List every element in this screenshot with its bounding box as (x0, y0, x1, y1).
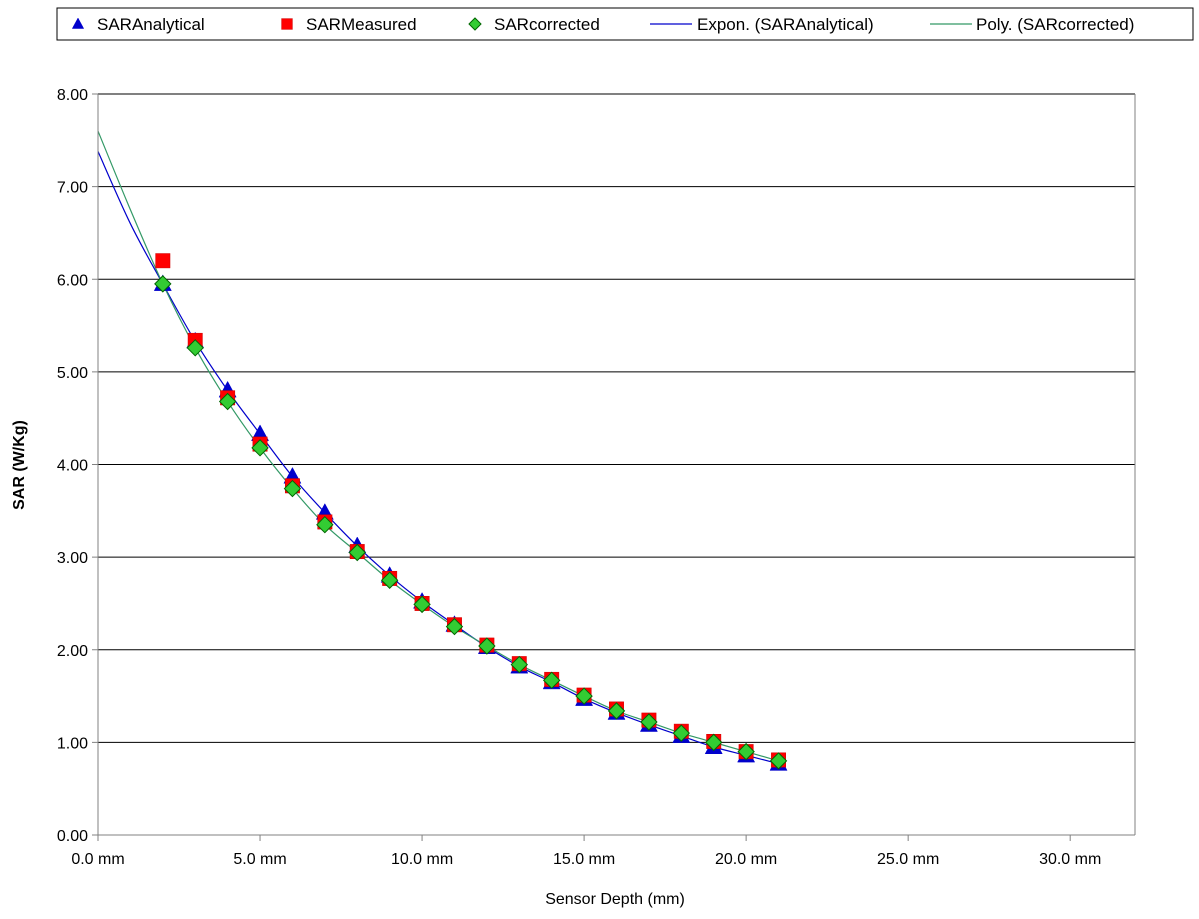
point-sarcorrected-15 (640, 713, 658, 731)
y-tick-label-5: 5.00 (57, 365, 88, 382)
legend-label-sarmeasured: SARMeasured (306, 15, 417, 34)
point-sarcorrected-8 (413, 595, 431, 614)
legend-symbol-sarcorrected (468, 17, 482, 31)
y-tick-label-7: 7.00 (57, 180, 88, 197)
x-tick-label-2: 10.0 mm (391, 851, 453, 868)
point-sarcorrected-5 (316, 515, 334, 534)
legend-symbol-sarmeasured (281, 18, 293, 30)
plot-area: 0.0 mm 5.0 mm 10.0 mm 15.0 mm 20.0 mm 25.0 mm… (57, 87, 1136, 868)
trendline-expon-saranalytical (97, 151, 779, 765)
y-tick-label-1: 1.00 (57, 735, 88, 752)
y-tick-label-8: 8.00 (57, 87, 88, 104)
y-tick-label-4: 4.00 (57, 458, 88, 475)
point-sarcorrected-3 (251, 439, 269, 457)
point-sarcorrected-11 (510, 655, 528, 674)
point-sarcorrected-16 (672, 724, 691, 742)
point-sarcorrected-19 (769, 752, 788, 770)
point-sarcorrected-12 (542, 671, 561, 690)
point-sarcorrected-0 (154, 275, 172, 293)
y-tick-label-0: 0.00 (57, 828, 88, 845)
legend-symbol-saranalytical (71, 17, 85, 29)
legend-label-poly-sarcorrected: Poly. (SARcorrected) (976, 15, 1134, 34)
point-sarcorrected-4 (283, 479, 302, 498)
point-sarcorrected-17 (705, 733, 723, 752)
y-tick-label-3: 3.00 (57, 550, 88, 567)
legend-box (56, 7, 1194, 41)
x-tick-label-6: 30.0 mm (1039, 851, 1101, 868)
x-tick-label-0: 0.0 mm (71, 851, 124, 868)
x-axis-label: Sensor Depth (mm) (545, 891, 685, 908)
point-sarcorrected-13 (575, 687, 593, 705)
point-sarcorrected-10 (478, 637, 496, 655)
point-sarcorrected-2 (218, 392, 237, 411)
legend-label-sarcorrected: SARcorrected (494, 15, 600, 34)
point-sarcorrected-6 (348, 543, 366, 562)
point-sarcorrected-1 (186, 339, 204, 357)
axes (92, 93, 1136, 841)
y-axis-label: SAR (W/Kg) (11, 420, 28, 510)
legend: SARAnalytical SARMeasured SARcorrected Expo… (56, 7, 1194, 41)
y-tick-label-2: 2.00 (57, 643, 88, 660)
point-sarcorrected-9 (445, 617, 464, 636)
x-tick-label-1: 5.0 mm (233, 851, 286, 868)
x-tick-label-3: 15.0 mm (553, 851, 615, 868)
y-tick-label-6: 6.00 (57, 272, 88, 289)
legend-label-saranalytical: SARAnalytical (97, 15, 205, 34)
point-sarcorrected-7 (380, 571, 399, 589)
x-tick-label-5: 25.0 mm (877, 851, 939, 868)
point-sarcorrected-14 (607, 702, 626, 720)
x-tick-labels: 0.0 mm 5.0 mm 10.0 mm 15.0 mm 20.0 mm 25.0 mm… (71, 851, 1101, 868)
point-sarcorrected-18 (737, 742, 755, 761)
x-tick-label-4: 20.0 mm (715, 851, 777, 868)
data-markers (153, 253, 788, 771)
legend-label-expon-saranalytical: Expon. (SARAnalytical) (697, 15, 874, 34)
y-tick-labels: 0.00 1.00 2.00 3.00 4.00 5.00 6.00 7.00 8.00 (57, 87, 88, 845)
point-sarmeasured-0 (155, 253, 171, 269)
